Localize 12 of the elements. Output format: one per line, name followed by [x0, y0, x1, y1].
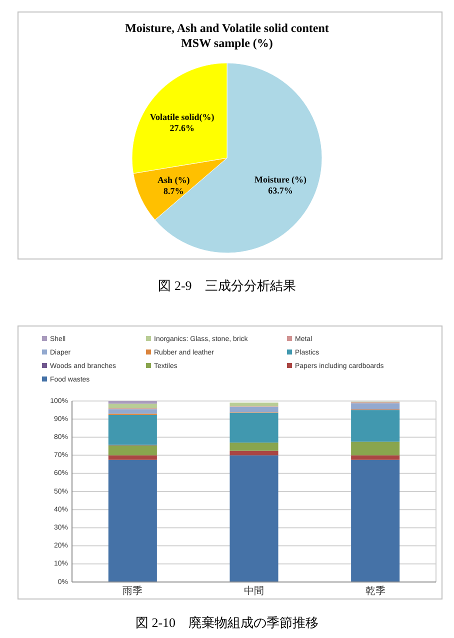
- chart-title: Moisture, Ash and Volatile solid content MSW sample (%): [125, 21, 329, 50]
- slice-label: Moisture (%): [254, 174, 307, 185]
- data-label: 63.7%: [268, 186, 293, 196]
- data-label: 8.7%: [164, 186, 184, 196]
- slice-label: Ash (%): [157, 174, 190, 185]
- x-tick-label: 中間: [244, 585, 264, 597]
- x-tick-label: 乾季: [365, 585, 386, 597]
- data-label: 27.6%: [170, 122, 194, 133]
- caption: 図 2-10 廃棄物組成の季節推移: [135, 615, 319, 630]
- caption: 図 2-9 三成分分析結果: [158, 278, 296, 293]
- slice-label: Volatile solid(%): [150, 112, 214, 122]
- x-tick-label: 雨季: [122, 585, 143, 597]
